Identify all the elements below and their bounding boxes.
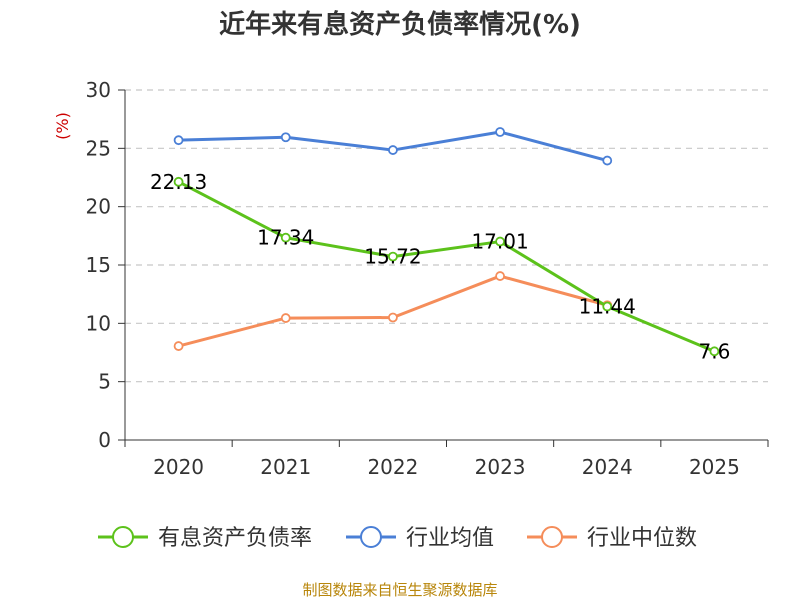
x-tick-label-2023: 2023 xyxy=(475,455,526,479)
legend-item-2: 行业中位数 xyxy=(527,526,697,551)
data-label-2021: 17.34 xyxy=(257,226,314,250)
legend-label-0: 有息资产负债率 xyxy=(158,526,312,551)
point-1-2022 xyxy=(388,145,398,155)
series-line-2 xyxy=(178,274,608,348)
point-0-2020 xyxy=(173,176,184,187)
point-0-2023 xyxy=(495,236,505,247)
legend-label-1: 行业均值 xyxy=(406,526,494,551)
series-line-0 xyxy=(177,180,715,353)
data-labels: 22.13 17.34 15.72 17.01 11.44 7.6 xyxy=(150,170,730,364)
data-label-2023: 17.01 xyxy=(471,230,528,254)
point-1-2021 xyxy=(280,132,291,143)
point-1-2023 xyxy=(495,127,505,137)
legend-marker-2 xyxy=(541,526,563,548)
legend-item-1: 行业均值 xyxy=(346,526,494,551)
legend-marker-1 xyxy=(360,526,382,548)
point-2-2023 xyxy=(495,271,505,281)
point-0-2025 xyxy=(709,346,720,357)
point-1-2024 xyxy=(602,155,613,166)
y-tick-label-0: 0 xyxy=(98,428,111,452)
chart-title: 近年来有息资产负债率情况(%) xyxy=(219,9,581,40)
source-note: 制图数据来自恒生聚源数据库 xyxy=(302,581,497,599)
y-tick-label-20: 20 xyxy=(86,195,111,219)
point-2-2021 xyxy=(280,313,291,323)
point-0-2022 xyxy=(388,251,398,262)
series-layer xyxy=(173,127,720,357)
data-label-2024: 11.44 xyxy=(579,295,636,319)
point-1-2020 xyxy=(173,135,184,146)
y-tick-label-30: 30 xyxy=(86,78,111,102)
x-tick-label-2021: 2021 xyxy=(260,455,311,479)
grid-lines xyxy=(125,89,768,383)
y-tick-label-25: 25 xyxy=(86,136,111,160)
x-tick-label-2022: 2022 xyxy=(367,455,418,479)
legend-marker-0 xyxy=(112,526,134,548)
point-2-2020 xyxy=(173,341,184,351)
legend: 有息资产负债率 行业均值 行业中位数 xyxy=(98,526,697,551)
y-tick-label-15: 15 xyxy=(86,253,111,277)
x-tick-label-2020: 2020 xyxy=(153,455,204,479)
y-tick-label-5: 5 xyxy=(98,370,111,394)
data-label-2025: 7.6 xyxy=(699,339,731,363)
data-label-2022: 15.72 xyxy=(364,245,421,269)
legend-item-0: 有息资产负债率 xyxy=(98,526,312,551)
data-label-2020: 22.13 xyxy=(150,170,207,194)
y-axis-label: (%) xyxy=(53,112,72,140)
x-tick-label-2024: 2024 xyxy=(582,455,633,479)
point-0-2021 xyxy=(280,232,291,243)
x-tick-label-2025: 2025 xyxy=(689,455,740,479)
y-tick-label-10: 10 xyxy=(86,311,111,335)
legend-label-2: 行业中位数 xyxy=(587,526,697,551)
point-0-2024 xyxy=(602,301,613,312)
point-2-2022 xyxy=(388,312,398,323)
